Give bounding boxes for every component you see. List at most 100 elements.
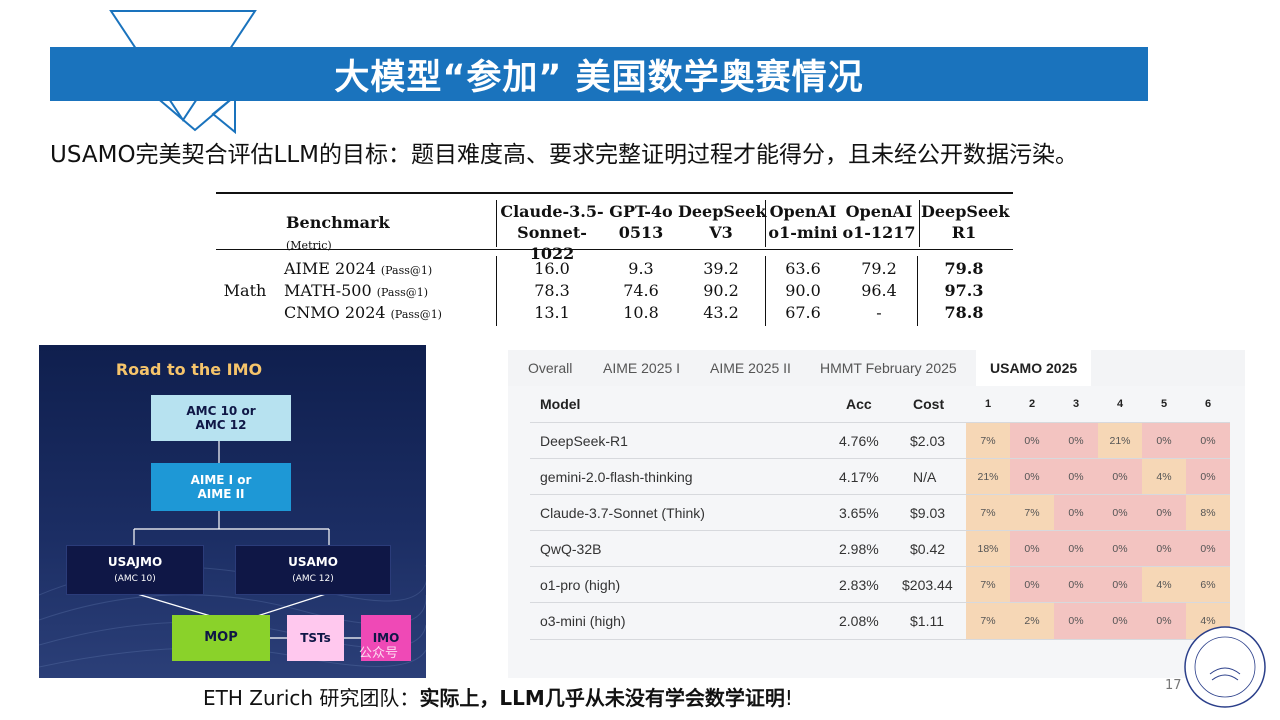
problem-score: 0% <box>1098 495 1142 531</box>
cost: $203.44 <box>902 577 953 593</box>
model-header-line: DeepSeek <box>678 202 767 221</box>
tab-overall[interactable]: Overall <box>528 360 573 376</box>
score-cell: 67.6 <box>785 303 821 322</box>
usamo-box: USAMO (AMC 12) <box>235 545 391 595</box>
table-row: o1-pro (high) 2.83% $203.44 7% 0% 0% 0% … <box>530 566 1230 603</box>
results-tabs: Overall AIME 2025 I AIME 2025 II HMMT Fe… <box>508 350 1245 386</box>
column-header-model: Model <box>540 396 581 412</box>
tab-hmmt-feb-2025[interactable]: HMMT February 2025 <box>820 360 957 376</box>
problem-score: 4% <box>1142 567 1186 603</box>
problem-score: 4% <box>1142 459 1186 495</box>
benchmark-name-text: MATH-500 <box>284 281 372 300</box>
table-row: o3-mini (high) 2.08% $1.11 7% 2% 0% 0% 0… <box>530 602 1230 640</box>
problem-score: 0% <box>1010 567 1054 603</box>
problem-score: 18% <box>966 531 1010 567</box>
table-row: QwQ-32B 2.98% $0.42 18% 0% 0% 0% 0% 0% <box>530 530 1230 567</box>
problem-score: 6% <box>1186 567 1230 603</box>
table-header-rule <box>216 249 1013 250</box>
category-label: Math <box>223 281 267 300</box>
divider <box>496 200 497 247</box>
score-cell: 79.2 <box>861 259 897 278</box>
amc-box: AMC 10 or AMC 12 <box>151 395 291 441</box>
cost: $1.11 <box>910 613 944 629</box>
model-header: GPT-4o 0513 <box>606 201 676 243</box>
divider <box>919 200 920 247</box>
problem-score: 7% <box>966 423 1010 459</box>
footer-note: ETH Zurich 研究团队：实际上，LLM几乎从未没有学会数学证明! <box>203 682 793 711</box>
model-header-line: o1-mini <box>768 223 838 242</box>
aime-box: AIME I or AIME II <box>151 463 291 511</box>
score-cell-best: 78.8 <box>944 303 984 322</box>
problem-score: 0% <box>1054 603 1098 639</box>
model-header: OpenAI o1-mini <box>768 201 838 243</box>
model-header: OpenAI o1-1217 <box>842 201 916 243</box>
problem-score: 0% <box>1142 495 1186 531</box>
model-name: gemini-2.0-flash-thinking <box>540 469 693 485</box>
score-cell: 43.2 <box>703 303 739 322</box>
problem-score: 7% <box>966 567 1010 603</box>
watermark: 公众号 <box>359 646 399 661</box>
benchmark-name: CNMO 2024 (Pass@1) <box>284 302 494 326</box>
tab-aime-2025-i[interactable]: AIME 2025 I <box>603 360 681 376</box>
problem-score: 0% <box>1010 459 1054 495</box>
cost: $2.03 <box>910 433 946 449</box>
score-cell: - <box>876 303 882 322</box>
score-cell: 96.4 <box>861 281 897 300</box>
problem-score: 0% <box>1054 459 1098 495</box>
model-header-line: Claude-3.5- <box>500 202 604 221</box>
benchmark-name-text: CNMO 2024 <box>284 303 386 322</box>
benchmark-table: Benchmark (Metric) Claude-3.5- Sonnet-10… <box>216 190 1016 330</box>
accuracy: 2.98% <box>839 541 879 557</box>
table-row: Claude-3.7-Sonnet (Think) 3.65% $9.03 7%… <box>530 494 1230 531</box>
cost: N/A <box>913 469 937 485</box>
problem-score: 0% <box>1186 459 1230 495</box>
footer-suffix: ! <box>784 686 793 710</box>
problem-score: 0% <box>1010 531 1054 567</box>
model-header-line: Sonnet-1022 <box>517 223 587 263</box>
problem-score: 7% <box>966 603 1010 639</box>
problem-score: 21% <box>1098 423 1142 459</box>
score-cell: 13.1 <box>534 303 570 322</box>
tsts-box: TSTs <box>287 615 344 661</box>
accuracy: 2.08% <box>839 613 879 629</box>
imo-box: IMO <box>361 615 411 661</box>
problem-score: 0% <box>1010 423 1054 459</box>
score-cell: 74.6 <box>623 281 659 300</box>
problem-score: 0% <box>1054 531 1098 567</box>
score-cell: 63.6 <box>785 259 821 278</box>
column-header-cost: Cost <box>913 396 945 412</box>
problem-score: 7% <box>966 495 1010 531</box>
university-seal-icon <box>1184 626 1266 708</box>
metric-label: (Pass@1) <box>380 264 433 277</box>
model-header-line: o1-1217 <box>842 223 916 242</box>
cost: $0.42 <box>910 541 946 557</box>
usajmo-label: USAJMO <box>107 554 163 569</box>
model-header-line: V3 <box>709 223 733 242</box>
footer-emphasis: 实际上，LLM几乎从未没有学会数学证明 <box>419 686 785 710</box>
table-row: gemini-2.0-flash-thinking 4.17% N/A 21% … <box>530 458 1230 495</box>
benchmark-label: Benchmark <box>286 213 390 232</box>
benchmark-name-text: AIME 2024 <box>284 259 376 278</box>
model-name: Claude-3.7-Sonnet (Think) <box>540 505 705 521</box>
usamo-results-panel: Overall AIME 2025 I AIME 2025 II HMMT Fe… <box>508 350 1245 678</box>
problem-score: 8% <box>1186 495 1230 531</box>
benchmark-name: AIME 2024 (Pass@1) <box>284 258 494 282</box>
benchmark-header: Benchmark (Metric) <box>286 212 436 256</box>
model-header-line: R1 <box>951 223 977 242</box>
model-header-line: 0513 <box>618 223 664 242</box>
problem-score: 0% <box>1054 495 1098 531</box>
score-cell: 90.2 <box>703 281 739 300</box>
metric-label: (Metric) <box>286 239 332 252</box>
accuracy: 4.17% <box>839 469 879 485</box>
subtitle: USAMO完美契合评估LLM的目标：题目难度高、要求完整证明过程才能得分，且未经… <box>50 142 1079 168</box>
accuracy: 2.83% <box>839 577 879 593</box>
column-header-problem: 4 <box>1116 398 1124 410</box>
table-row: DeepSeek-R1 4.76% $2.03 7% 0% 0% 21% 0% … <box>530 422 1230 459</box>
score-cell: 9.3 <box>628 259 654 278</box>
diagram-title: Road to the IMO <box>115 360 263 379</box>
problem-score: 0% <box>1098 603 1142 639</box>
tab-usamo-2025[interactable]: USAMO 2025 <box>976 350 1092 386</box>
problem-score: 0% <box>1186 423 1230 459</box>
problem-score: 0% <box>1142 531 1186 567</box>
tab-aime-2025-ii[interactable]: AIME 2025 II <box>710 360 791 376</box>
